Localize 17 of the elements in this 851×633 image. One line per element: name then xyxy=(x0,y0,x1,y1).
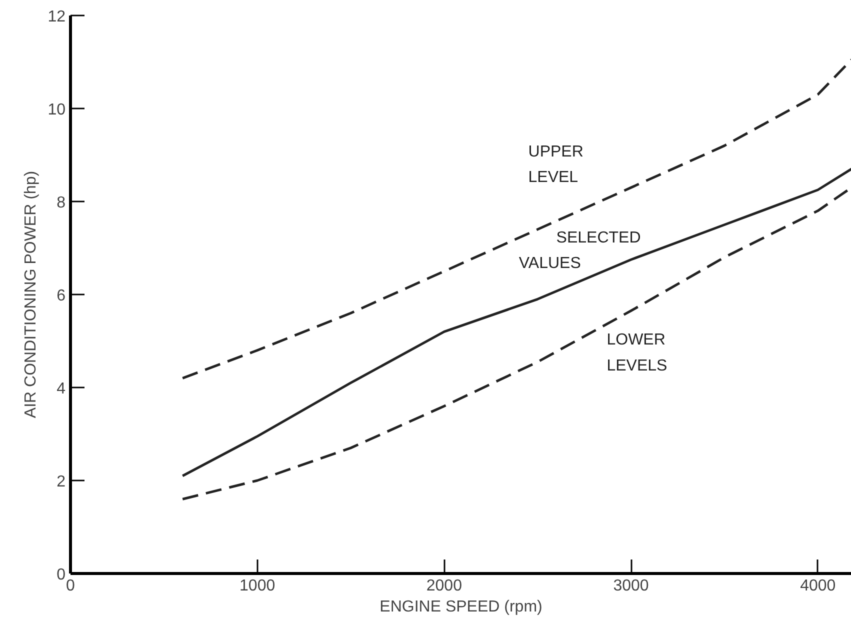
y-tick-label: 4 xyxy=(56,380,66,398)
y-tick-label: 12 xyxy=(48,8,66,26)
series-label: LOWER LEVELS xyxy=(606,332,668,374)
line-series xyxy=(181,58,851,380)
y-axis-title: AIR CONDITIONING POWER (hp) xyxy=(22,170,40,418)
x-axis-title: ENGINE SPEED (rpm) xyxy=(380,598,542,616)
y-tick-label: 6 xyxy=(56,288,66,304)
x-tick-label: 4000 xyxy=(800,578,836,594)
series-label: UPPER LEVEL xyxy=(528,143,584,186)
x-tick-label: 3000 xyxy=(613,578,649,594)
y-tick-label: 10 xyxy=(48,102,66,118)
y-tick-label: 2 xyxy=(56,474,66,490)
x-tick-label: 2000 xyxy=(426,578,462,594)
x-tick-label: 1000 xyxy=(240,578,276,594)
series-label: SELECTED VALUES xyxy=(518,229,641,272)
y-tick-label: 8 xyxy=(56,194,66,212)
y-tick-label: 0 xyxy=(56,566,66,584)
